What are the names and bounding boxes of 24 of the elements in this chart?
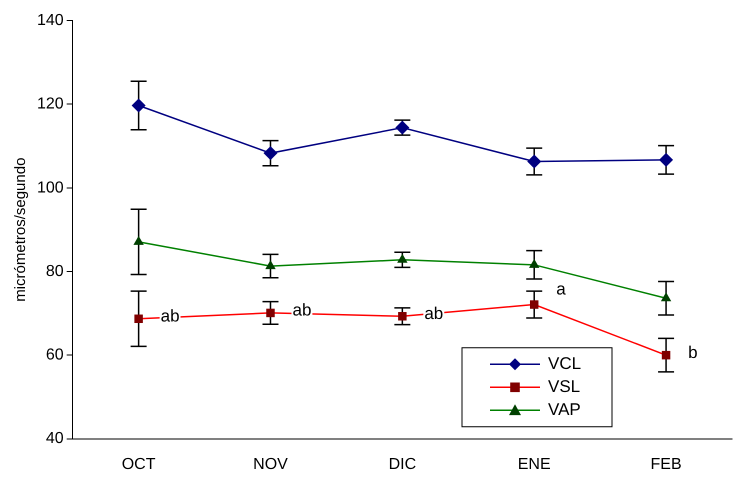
point	[132, 98, 146, 112]
x-tick-label: NOV	[253, 456, 288, 473]
x-tick-label: FEB	[650, 456, 682, 473]
legend-label: VAP	[548, 400, 581, 419]
x-tick-label: ENE	[518, 456, 551, 473]
annotation: ab	[424, 304, 444, 323]
y-tick-label: 40	[46, 430, 64, 448]
annotation: ab	[160, 306, 180, 326]
y-tick-label: 100	[36, 179, 64, 196]
y-tick-label: 60	[46, 346, 64, 364]
y-axis-title: micrómetros/segundo	[12, 158, 30, 302]
legend-label: VSL	[548, 376, 580, 396]
point	[527, 154, 542, 169]
y-tick-label: 80	[46, 262, 64, 280]
y-tick-label: 140	[36, 12, 64, 30]
annotation: b	[688, 342, 698, 362]
x-tick-label: DIC	[388, 456, 416, 473]
legend-label: VCL	[548, 354, 582, 373]
annotation: a	[556, 279, 566, 298]
y-tick-label: 120	[36, 96, 64, 113]
x-tick-label: OCT	[122, 456, 156, 473]
annotation: ab	[292, 300, 312, 320]
point	[263, 146, 278, 160]
point	[659, 152, 674, 167]
